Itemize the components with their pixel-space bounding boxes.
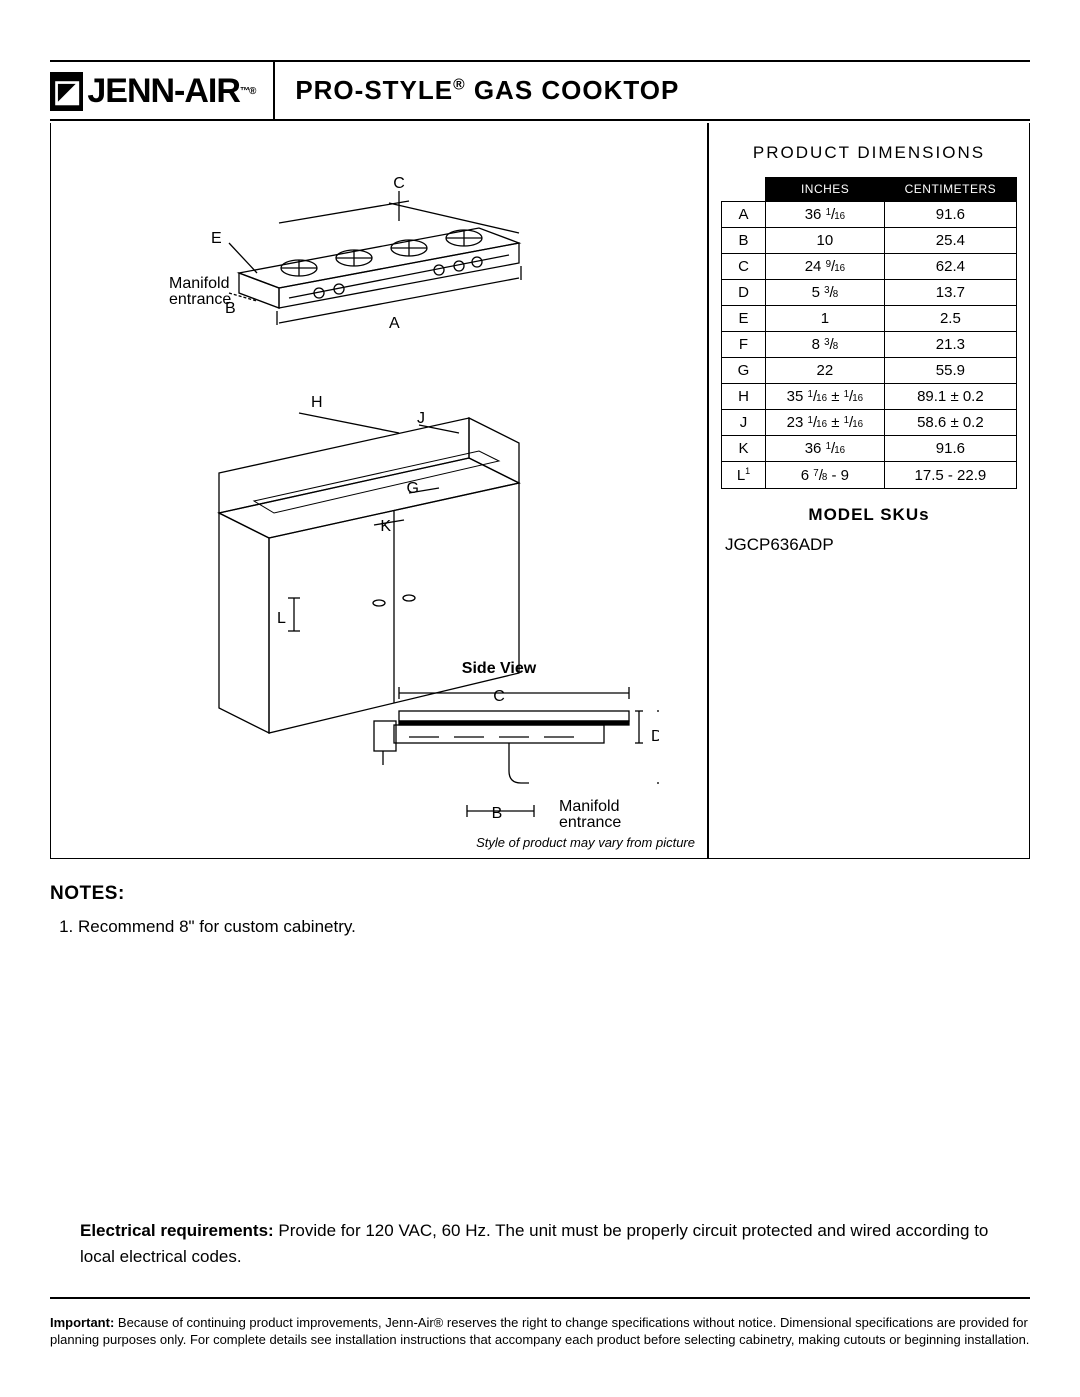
dim-label-c2: C: [493, 688, 505, 705]
dim-label: A: [722, 202, 766, 228]
notes-list: Recommend 8" for custom cabinetry.: [50, 917, 1030, 937]
dim-cm: 2.5: [884, 306, 1016, 332]
important-label: Important:: [50, 1315, 114, 1330]
col-cm: CENTIMETERS: [884, 177, 1016, 202]
table-row: G2255.9: [722, 358, 1017, 384]
dim-label: F: [722, 332, 766, 358]
manifold-label-2: Manifoldentrance: [559, 798, 621, 831]
dim-label: L1: [722, 462, 766, 489]
dim-inches: 35 1/16 ± 1/16: [766, 384, 885, 410]
dim-inches: 6 7/8 - 9: [766, 462, 885, 489]
important-note: Important: Because of continuing product…: [50, 1314, 1030, 1349]
dim-label-d: D: [651, 728, 659, 745]
notes-heading: NOTES:: [50, 883, 1030, 905]
table-row: F8 3/821.3: [722, 332, 1017, 358]
dim-label: E: [722, 306, 766, 332]
table-row: C24 9/1662.4: [722, 254, 1017, 280]
note-item: Recommend 8" for custom cabinetry.: [78, 917, 1030, 937]
dim-cm: 91.6: [884, 202, 1016, 228]
side-view-heading: Side View: [462, 660, 537, 677]
table-row: A36 1/1691.6: [722, 202, 1017, 228]
brand-logo: ◪ JENN-AIR™®: [50, 72, 255, 111]
dim-label-h: H: [311, 394, 323, 411]
dim-cm: 17.5 - 22.9: [884, 462, 1016, 489]
dim-inches: 1: [766, 306, 885, 332]
header: ◪ JENN-AIR™® PRO-STYLE® GAS COOKTOP: [50, 62, 1030, 121]
model-sku: JGCP636ADP: [721, 535, 1017, 555]
dim-label-l: L: [277, 610, 286, 627]
table-row: J23 1/16 ± 1/1658.6 ± 0.2: [722, 410, 1017, 436]
diagram-pane: C E Manifoldentrance B A H J G K L Side …: [51, 123, 709, 858]
dim-label: B: [722, 228, 766, 254]
brand-tm: ™: [240, 86, 249, 97]
dim-cm: 89.1 ± 0.2: [884, 384, 1016, 410]
dim-label: D: [722, 280, 766, 306]
dim-inches: 36 1/16: [766, 436, 885, 462]
dim-inches: 23 1/16 ± 1/16: [766, 410, 885, 436]
spec-pane: PRODUCT DIMENSIONS INCHES CENTIMETERS A3…: [709, 123, 1029, 858]
dim-inches: 22: [766, 358, 885, 384]
cooktop-diagram: C E Manifoldentrance B A H J G K L Side …: [99, 143, 659, 843]
page-title: PRO-STYLE® GAS COOKTOP: [275, 75, 679, 106]
col-inches: INCHES: [766, 177, 885, 202]
brand-name: JENN-AIR: [87, 72, 240, 111]
dim-inches: 24 9/16: [766, 254, 885, 280]
table-row: D5 3/813.7: [722, 280, 1017, 306]
dim-label: C: [722, 254, 766, 280]
dim-label-c: C: [393, 175, 405, 192]
diagram-disclaimer: Style of product may vary from picture: [476, 835, 695, 850]
table-row: E12.5: [722, 306, 1017, 332]
dim-inches: 36 1/16: [766, 202, 885, 228]
model-heading: MODEL SKUs: [721, 505, 1017, 525]
logo-cell: ◪ JENN-AIR™®: [50, 62, 275, 119]
dim-label-k: K: [380, 518, 391, 535]
logo-mark-icon: ◪: [50, 72, 83, 111]
table-row: K36 1/1691.6: [722, 436, 1017, 462]
dim-cm: 21.3: [884, 332, 1016, 358]
dim-cm: 13.7: [884, 280, 1016, 306]
table-row: B1025.4: [722, 228, 1017, 254]
dim-cm: 58.6 ± 0.2: [884, 410, 1016, 436]
elec-label: Electrical requirements:: [80, 1221, 274, 1240]
manifold-label-1: Manifoldentrance: [169, 275, 231, 308]
dim-label-b: B: [225, 300, 236, 317]
dim-label-g: G: [407, 480, 419, 497]
table-row: L16 7/8 - 917.5 - 22.9: [722, 462, 1017, 489]
dim-inches: 10: [766, 228, 885, 254]
dim-inches: 8 3/8: [766, 332, 885, 358]
dim-label: K: [722, 436, 766, 462]
dim-label-e: E: [211, 230, 222, 247]
table-row: H35 1/16 ± 1/1689.1 ± 0.2: [722, 384, 1017, 410]
dim-label: G: [722, 358, 766, 384]
dim-cm: 91.6: [884, 436, 1016, 462]
dim-inches: 5 3/8: [766, 280, 885, 306]
main-content: C E Manifoldentrance B A H J G K L Side …: [50, 123, 1030, 859]
important-text: Because of continuing product improvemen…: [50, 1315, 1029, 1348]
brand-reg: ®: [249, 86, 255, 97]
dim-label: J: [722, 410, 766, 436]
footer-rule: [50, 1297, 1030, 1299]
dim-label-j: J: [417, 410, 425, 427]
dimensions-heading: PRODUCT DIMENSIONS: [721, 143, 1017, 163]
dim-cm: 62.4: [884, 254, 1016, 280]
dim-label: H: [722, 384, 766, 410]
dimensions-table: INCHES CENTIMETERS A36 1/1691.6B1025.4C2…: [721, 177, 1017, 489]
notes-section: NOTES: Recommend 8" for custom cabinetry…: [50, 883, 1030, 937]
dim-label-b2: B: [492, 805, 503, 822]
dim-cm: 25.4: [884, 228, 1016, 254]
dim-label-a: A: [389, 315, 400, 332]
electrical-requirements: Electrical requirements: Provide for 120…: [80, 1218, 1000, 1269]
dim-cm: 55.9: [884, 358, 1016, 384]
